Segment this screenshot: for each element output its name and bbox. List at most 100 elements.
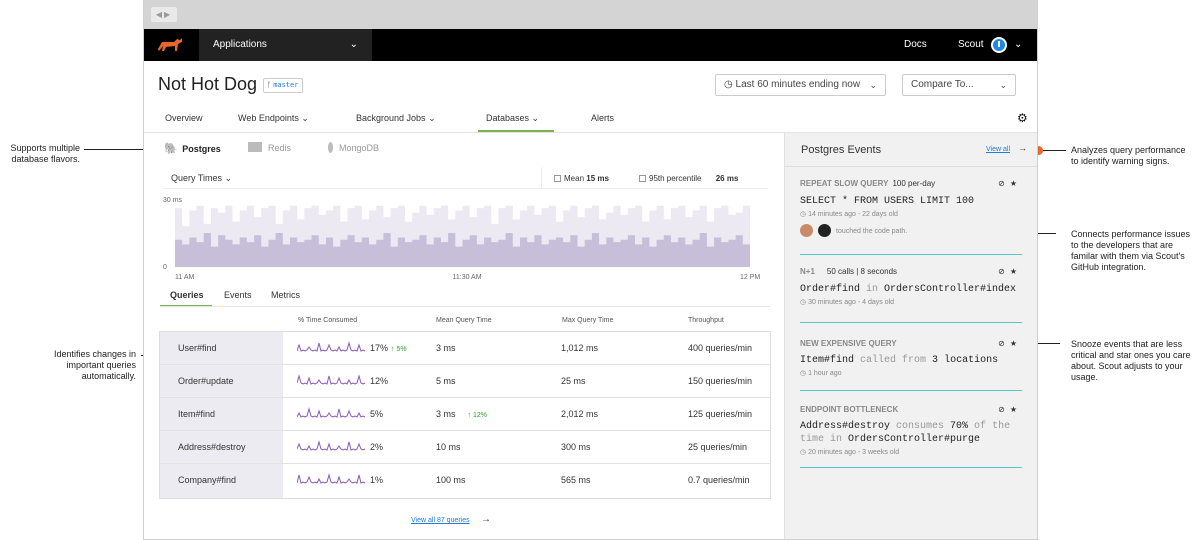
tab-background-jobs[interactable]: Background Jobs ⌄	[356, 113, 436, 124]
query-name[interactable]: Company#find	[178, 475, 237, 485]
avatar[interactable]	[818, 224, 831, 237]
star-icon[interactable]: ★	[1009, 405, 1022, 414]
sparkline	[297, 407, 366, 418]
tab-overview[interactable]: Overview	[165, 113, 203, 123]
callout-analyzes: Analyzes query performance to identify w…	[1071, 145, 1186, 166]
y-tick-label: 30 ms	[163, 197, 183, 204]
star-icon[interactable]: ★	[1009, 179, 1022, 188]
events-panel-title: Postgres Events	[801, 144, 882, 156]
db-flavor-redis[interactable]: Redis	[248, 142, 291, 153]
snooze-icon[interactable]: ⊘	[998, 405, 1010, 414]
divider	[800, 322, 1022, 323]
application-selector[interactable]: Applications ⌄	[199, 29, 372, 61]
arrow-right-icon: →	[481, 514, 491, 525]
scout-logo-icon[interactable]	[144, 29, 199, 61]
divider	[144, 132, 1037, 133]
divider	[160, 306, 770, 307]
callout-snooze-line	[1022, 343, 1060, 344]
user-menu-label[interactable]: Scout	[958, 39, 984, 50]
legend-mean[interactable]: Mean 15 ms	[554, 174, 609, 183]
branch-badge[interactable]: ᚴ master	[263, 78, 303, 93]
query-name[interactable]: Item#find	[178, 409, 216, 419]
col-header-mean-query-time[interactable]: Mean Query Time	[436, 317, 492, 324]
col-header-max-query-time[interactable]: Max Query Time	[562, 317, 614, 324]
git-branch-icon: ᚴ	[267, 81, 272, 89]
db-flavor-postgres[interactable]: 🐘 Postgres	[164, 142, 221, 155]
event-type: REPEAT SLOW QUERY	[800, 179, 889, 188]
compare-label: Compare To...	[911, 79, 974, 90]
query-name[interactable]: Order#update	[178, 376, 234, 386]
event-type: N+1	[800, 267, 815, 276]
power-icon[interactable]	[991, 37, 1007, 53]
col-header-throughput[interactable]: Throughput	[688, 317, 724, 324]
snooze-icon[interactable]: ⊘	[998, 179, 1010, 188]
gear-icon[interactable]: ⚙	[1017, 111, 1028, 125]
event-actions: ⊘★	[998, 405, 1022, 414]
tab-events[interactable]: Events	[224, 290, 252, 300]
time-consumed-value: 5%	[370, 409, 384, 419]
back-forward-buttons[interactable]: ◀▶	[151, 7, 177, 22]
tab-alerts[interactable]: Alerts	[591, 113, 615, 123]
change-badge: ↑ 5%	[391, 346, 407, 353]
snooze-icon[interactable]: ⊘	[998, 339, 1010, 348]
db-flavor-mongodb[interactable]: MongoDB	[328, 142, 379, 153]
tab-databases[interactable]: Databases ⌄	[486, 113, 539, 124]
legend-p95-value: 26 ms	[715, 174, 739, 183]
tab-queries[interactable]: Queries	[170, 290, 204, 300]
col-header-time-consumed[interactable]: % Time Consumed	[298, 317, 358, 324]
table-row[interactable]: User#find 17% ↑ 5% 3 ms 1,012 ms 400 queries/…	[160, 332, 770, 365]
callout-flavors: Supports multiple database flavors.	[10, 143, 80, 164]
callout-snooze: Snooze events that are less critical and…	[1071, 339, 1191, 382]
event-time: ◷ 30 minutes ago - 4 days old	[800, 298, 894, 306]
db-flavor-redis-label: Redis	[268, 143, 292, 153]
branch-name: master	[273, 81, 299, 89]
time-consumed: 17% ↑ 5%	[370, 332, 407, 366]
star-icon[interactable]: ★	[1009, 267, 1022, 276]
tab-web-endpoints-label: Web Endpoints	[238, 113, 299, 123]
x-tick-label: 11 AM	[175, 274, 194, 281]
max-query-time: 565 ms	[561, 475, 591, 485]
legend-p95[interactable]: 95th percentile 26 ms	[639, 174, 738, 183]
time-range-selector[interactable]: ◷ Last 60 minutes ending now ⌄	[715, 74, 886, 96]
event-time-text: 1 hour ago	[808, 370, 842, 377]
query-name[interactable]: User#find	[178, 343, 217, 353]
table-row[interactable]: Item#find 5% 3 ms ↑ 12% 2,012 ms 125 queries/…	[160, 398, 770, 431]
chevron-down-icon: ⌄	[999, 80, 1007, 90]
avatar[interactable]	[800, 224, 813, 237]
legend-mean-value: 15 ms	[586, 174, 609, 183]
tab-web-endpoints[interactable]: Web Endpoints ⌄	[238, 113, 309, 124]
event-title: ENDPOINT BOTTLENECK	[800, 405, 898, 414]
table-row[interactable]: Address#destroy 2% 10 ms 300 ms 25 queries/m…	[160, 431, 770, 464]
metric-selector[interactable]: Query Times ⌄	[171, 173, 232, 184]
table-row[interactable]: Company#find 1% 100 ms 565 ms 0.7 queries/mi…	[160, 464, 770, 497]
tab-metrics[interactable]: Metrics	[271, 290, 300, 300]
time-consumed: 5%	[370, 398, 386, 432]
mean-query-time: 3 ms ↑ 12%	[436, 398, 487, 432]
event-card-endpoint-bottleneck[interactable]: ENDPOINT BOTTLENECK ⊘★ Address#destroy c…	[800, 405, 1024, 470]
chevron-down-icon: ⌄	[428, 113, 436, 123]
mean-query-time-value: 3 ms	[436, 409, 456, 419]
compare-selector[interactable]: Compare To... ⌄	[902, 74, 1016, 96]
star-icon[interactable]: ★	[1009, 339, 1022, 348]
view-all-queries-link[interactable]: View all 87 queries	[411, 517, 470, 524]
query-name[interactable]: Address#destroy	[178, 442, 246, 452]
change-badge: ↑ 12%	[467, 412, 487, 419]
event-title: N+1 50 calls | 8 seconds	[800, 267, 897, 276]
snooze-icon[interactable]: ⊘	[998, 267, 1010, 276]
view-all-events-link[interactable]: View all	[986, 146, 1010, 153]
chevron-down-icon[interactable]: ⌄	[1014, 39, 1023, 50]
event-type: ENDPOINT BOTTLENECK	[800, 405, 899, 414]
mean-query-time-value: 5 ms	[436, 376, 456, 386]
clock-icon: ◷	[800, 211, 809, 218]
event-card-repeat-slow-query[interactable]: REPEAT SLOW QUERY 100 per-day ⊘★ SELECT *…	[800, 179, 1024, 259]
time-consumed: 2%	[370, 431, 386, 465]
event-card-new-expensive-query[interactable]: NEW EXPENSIVE QUERY ⊘★ Item#find called …	[800, 339, 1024, 394]
event-time: ◷ 1 hour ago	[800, 369, 842, 377]
mean-query-time: 5 ms	[436, 365, 468, 399]
docs-link[interactable]: Docs	[904, 39, 927, 50]
event-time-text: 14 minutes ago - 22 days old	[808, 211, 898, 218]
event-card-n-plus-one[interactable]: N+1 50 calls | 8 seconds ⊘★ Order#find in…	[800, 267, 1024, 323]
event-actions: ⊘★	[998, 179, 1022, 188]
clock-icon: ◷	[800, 299, 809, 306]
table-row[interactable]: Order#update 12% 5 ms 25 ms 150 queries/min	[160, 365, 770, 398]
